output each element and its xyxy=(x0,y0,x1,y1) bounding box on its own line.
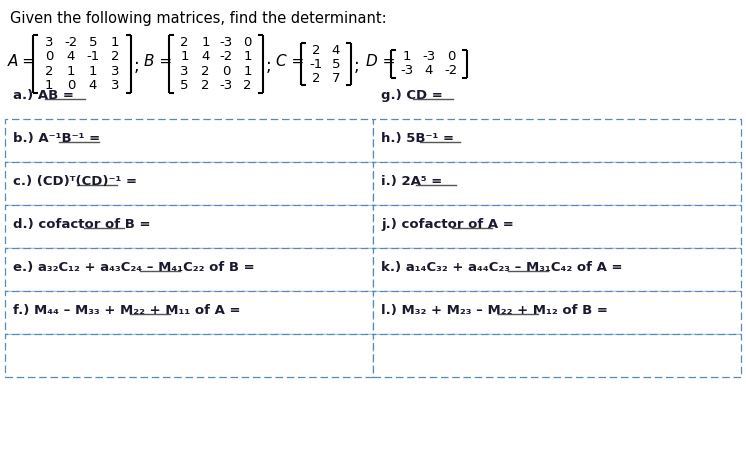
Text: 4: 4 xyxy=(67,50,75,63)
Text: a.) AB =: a.) AB = xyxy=(13,89,78,102)
FancyBboxPatch shape xyxy=(373,162,741,205)
FancyBboxPatch shape xyxy=(5,119,373,162)
FancyBboxPatch shape xyxy=(373,334,741,377)
Text: D =: D = xyxy=(366,54,395,69)
Text: 7: 7 xyxy=(332,71,340,84)
Text: 1: 1 xyxy=(89,65,97,78)
Text: 2: 2 xyxy=(312,44,320,56)
FancyBboxPatch shape xyxy=(5,334,373,377)
Text: 5: 5 xyxy=(181,79,189,92)
Text: 2: 2 xyxy=(181,36,189,49)
Text: 4: 4 xyxy=(89,79,97,92)
Text: 1: 1 xyxy=(243,50,251,63)
Text: 1: 1 xyxy=(403,50,411,64)
Text: 2: 2 xyxy=(45,65,53,78)
Text: j.) cofactor of A =: j.) cofactor of A = xyxy=(381,218,518,231)
Text: b.) A⁻¹B⁻¹ =: b.) A⁻¹B⁻¹ = xyxy=(13,132,104,145)
Text: 5: 5 xyxy=(332,58,340,70)
Text: f.) M₄₄ – M₃₃ + M₂₂ + M₁₁ of A =: f.) M₄₄ – M₃₃ + M₂₂ + M₁₁ of A = xyxy=(13,304,245,317)
Text: 3: 3 xyxy=(45,36,53,49)
Text: 0: 0 xyxy=(45,50,53,63)
Text: 1: 1 xyxy=(45,79,53,92)
Text: h.) 5B⁻¹ =: h.) 5B⁻¹ = xyxy=(381,132,459,145)
Text: 2: 2 xyxy=(201,65,210,78)
Text: -2: -2 xyxy=(64,36,78,49)
Text: 4: 4 xyxy=(332,44,340,56)
FancyBboxPatch shape xyxy=(5,162,373,205)
Text: B =: B = xyxy=(144,54,172,69)
Text: -2: -2 xyxy=(220,50,233,63)
Text: A =: A = xyxy=(8,54,36,69)
Text: 4: 4 xyxy=(201,50,210,63)
Text: 0: 0 xyxy=(447,50,455,64)
Text: 2: 2 xyxy=(243,79,251,92)
Text: ;: ; xyxy=(266,57,272,75)
Text: 1: 1 xyxy=(201,36,210,49)
Text: ;: ; xyxy=(134,57,140,75)
Text: 2: 2 xyxy=(201,79,210,92)
Text: 3: 3 xyxy=(110,79,119,92)
Text: l.) M₃₂ + M₂₃ – M₂₂ + M₁₂ of B =: l.) M₃₂ + M₂₃ – M₂₂ + M₁₂ of B = xyxy=(381,304,612,317)
Text: i.) 2A⁵ =: i.) 2A⁵ = xyxy=(381,175,447,188)
Text: g.) CD =: g.) CD = xyxy=(381,89,448,102)
Text: 4: 4 xyxy=(424,64,433,78)
FancyBboxPatch shape xyxy=(373,119,741,162)
Text: 5: 5 xyxy=(89,36,97,49)
Text: ;: ; xyxy=(354,57,360,75)
FancyBboxPatch shape xyxy=(373,291,741,334)
Text: -1: -1 xyxy=(310,58,322,70)
Text: e.) a₃₂C₁₂ + a₄₃C₂₄ – M₄₁C₂₂ of B =: e.) a₃₂C₁₂ + a₄₃C₂₄ – M₄₁C₂₂ of B = xyxy=(13,261,260,274)
Text: -3: -3 xyxy=(220,36,233,49)
FancyBboxPatch shape xyxy=(5,291,373,334)
FancyBboxPatch shape xyxy=(373,205,741,248)
Text: 1: 1 xyxy=(243,65,251,78)
Text: 0: 0 xyxy=(67,79,75,92)
Text: 2: 2 xyxy=(312,71,320,84)
Text: 1: 1 xyxy=(66,65,75,78)
FancyBboxPatch shape xyxy=(5,248,373,291)
Text: 3: 3 xyxy=(181,65,189,78)
FancyBboxPatch shape xyxy=(5,205,373,248)
FancyBboxPatch shape xyxy=(373,248,741,291)
Text: -3: -3 xyxy=(220,79,233,92)
Text: -3: -3 xyxy=(422,50,436,64)
Text: k.) a₁₄C₃₂ + a₄₄C₂₃ – M₃₁C₄₂ of A =: k.) a₁₄C₃₂ + a₄₄C₂₃ – M₃₁C₄₂ of A = xyxy=(381,261,627,274)
Text: 0: 0 xyxy=(222,65,231,78)
Text: C =: C = xyxy=(276,54,304,69)
Text: -1: -1 xyxy=(87,50,100,63)
Text: 1: 1 xyxy=(110,36,119,49)
Text: Given the following matrices, find the determinant:: Given the following matrices, find the d… xyxy=(10,11,386,26)
Text: 2: 2 xyxy=(110,50,119,63)
Text: 0: 0 xyxy=(243,36,251,49)
Text: c.) (CD)ᵀ(CD)⁻¹ =: c.) (CD)ᵀ(CD)⁻¹ = xyxy=(13,175,142,188)
Text: -3: -3 xyxy=(401,64,413,78)
Text: 1: 1 xyxy=(181,50,189,63)
Text: -2: -2 xyxy=(445,64,457,78)
Text: d.) cofactor of B =: d.) cofactor of B = xyxy=(13,218,155,231)
Text: 3: 3 xyxy=(110,65,119,78)
